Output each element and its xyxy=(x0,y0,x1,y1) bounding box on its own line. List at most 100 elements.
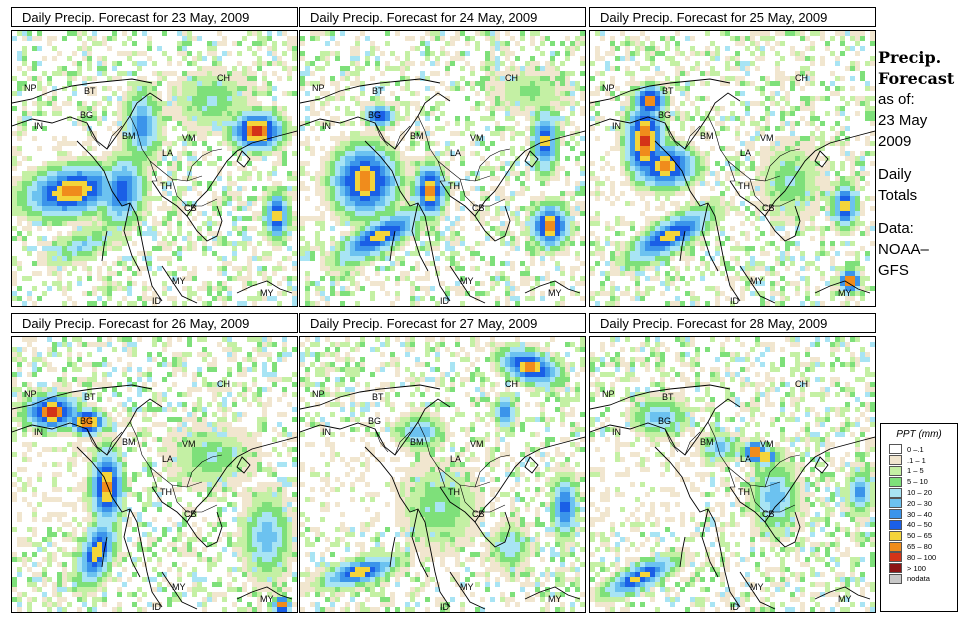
precip-cell xyxy=(540,141,545,146)
precip-cell xyxy=(267,111,272,116)
precip-cell xyxy=(630,176,635,181)
precip-cell xyxy=(655,111,660,116)
precip-cell xyxy=(530,136,535,141)
precip-cell xyxy=(855,136,860,141)
precip-cell xyxy=(570,211,575,216)
precip-cell xyxy=(520,96,525,101)
precip-cell xyxy=(505,201,510,206)
precip-cell xyxy=(515,161,520,166)
precip-cell xyxy=(390,51,395,56)
precip-cell xyxy=(315,241,320,246)
precip-cell xyxy=(365,276,370,281)
precip-cell xyxy=(300,251,305,256)
precip-cell xyxy=(545,66,550,71)
precip-cell xyxy=(142,106,147,111)
precip-cell xyxy=(272,86,277,91)
precip-cell xyxy=(212,211,217,216)
precip-cell xyxy=(475,141,480,146)
precip-cell xyxy=(535,281,540,286)
precip-cell xyxy=(340,301,345,306)
precip-cell xyxy=(530,286,535,291)
precip-cell xyxy=(217,111,222,116)
precip-cell xyxy=(670,116,675,121)
precip-cell xyxy=(830,196,835,201)
precip-cell xyxy=(735,166,740,171)
precip-cell xyxy=(435,226,440,231)
precip-cell xyxy=(47,196,52,201)
precip-cell xyxy=(227,276,232,281)
precip-cell xyxy=(147,146,152,151)
precip-cell xyxy=(675,71,680,76)
precip-cell xyxy=(805,101,810,106)
precip-cell xyxy=(660,101,665,106)
precip-cell xyxy=(440,231,445,236)
precip-cell xyxy=(740,81,745,86)
precip-cell xyxy=(545,126,550,131)
precip-cell xyxy=(735,51,740,56)
precip-cell xyxy=(660,161,665,166)
precip-cell xyxy=(690,176,695,181)
precip-cell xyxy=(375,131,380,136)
precip-cell xyxy=(262,201,267,206)
precip-cell xyxy=(810,76,815,81)
precip-cell xyxy=(315,81,320,86)
precip-cell xyxy=(780,96,785,101)
precip-cell xyxy=(122,91,127,96)
precip-cell xyxy=(500,61,505,66)
precip-cell xyxy=(765,116,770,121)
precip-cell xyxy=(182,286,187,291)
precip-cell xyxy=(282,256,287,261)
precip-cell xyxy=(212,111,217,116)
precip-cell xyxy=(535,151,540,156)
precip-cell xyxy=(440,161,445,166)
precip-cell xyxy=(550,176,555,181)
precip-cell xyxy=(720,196,725,201)
precip-cell xyxy=(490,81,495,86)
precip-cell xyxy=(42,216,47,221)
precip-cell xyxy=(545,141,550,146)
precip-cell xyxy=(262,236,267,241)
country-label-cb: CB xyxy=(184,203,197,213)
precip-cell xyxy=(425,146,430,151)
precip-cell xyxy=(27,181,32,186)
precip-cell xyxy=(177,191,182,196)
precip-cell xyxy=(375,146,380,151)
precip-cell xyxy=(410,46,415,51)
precip-cell xyxy=(202,211,207,216)
precip-cell xyxy=(850,156,855,161)
precip-cell xyxy=(645,101,650,106)
precip-cell xyxy=(690,126,695,131)
precip-cell xyxy=(292,191,297,196)
precip-cell xyxy=(410,206,415,211)
precip-cell xyxy=(262,221,267,226)
precip-cell xyxy=(162,131,167,136)
precip-cell xyxy=(355,206,360,211)
precip-cell xyxy=(77,186,82,191)
precip-cell xyxy=(760,76,765,81)
precip-cell xyxy=(655,91,660,96)
precip-cell xyxy=(222,81,227,86)
precip-cell xyxy=(330,81,335,86)
precip-cell xyxy=(795,166,800,171)
precip-cell xyxy=(157,246,162,251)
precip-cell xyxy=(410,301,415,306)
precip-cell xyxy=(760,186,765,191)
precip-cell xyxy=(450,246,455,251)
precip-cell xyxy=(645,161,650,166)
precip-cell xyxy=(57,236,62,241)
precip-cell xyxy=(152,271,157,276)
precip-cell xyxy=(232,101,237,106)
precip-cell xyxy=(262,131,267,136)
precip-cell xyxy=(267,236,272,241)
precip-cell xyxy=(505,96,510,101)
precip-cell xyxy=(395,191,400,196)
precip-cell xyxy=(22,126,27,131)
precip-cell xyxy=(252,31,257,36)
precip-cell xyxy=(92,176,97,181)
precip-cell xyxy=(82,186,87,191)
precip-cell xyxy=(360,146,365,151)
precip-cell xyxy=(12,256,17,261)
precip-cell xyxy=(340,131,345,136)
precip-cell xyxy=(735,181,740,186)
precip-cell xyxy=(510,76,515,81)
